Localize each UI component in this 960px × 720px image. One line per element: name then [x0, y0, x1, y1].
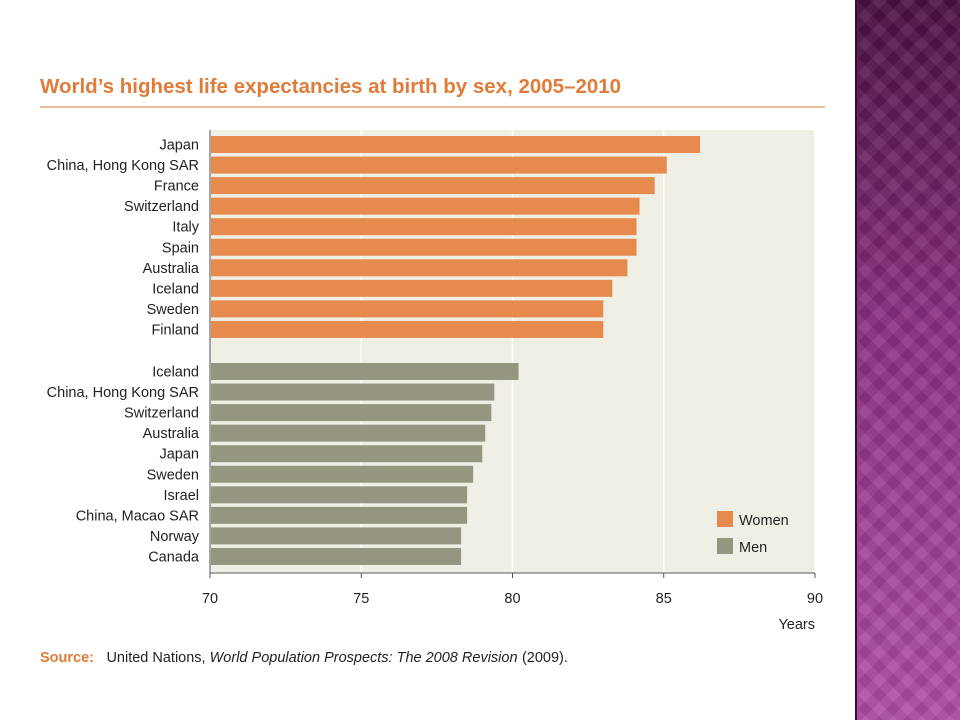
- category-label: Israel: [164, 488, 199, 504]
- bar-women: [211, 238, 637, 256]
- source-year: (2009).: [522, 650, 568, 666]
- category-labels: Japan China, Hong Kong SAR France Switzerla…: [47, 138, 200, 566]
- bar-women: [211, 197, 640, 215]
- category-label: China, Macao SAR: [76, 508, 199, 524]
- bar-men: [211, 424, 486, 442]
- bar-men: [211, 547, 462, 565]
- bar-men: [211, 486, 468, 504]
- x-tick-label: 90: [807, 591, 823, 607]
- bar-women: [211, 218, 637, 236]
- decorative-side-panel: [855, 0, 960, 720]
- category-label: Norway: [150, 529, 200, 545]
- source-title: World Population Prospects: The 2008 Rev…: [210, 650, 518, 666]
- bar-men: [211, 527, 462, 545]
- category-label: China, Hong Kong SAR: [47, 385, 199, 401]
- category-label: Canada: [148, 549, 200, 565]
- bar-women: [211, 259, 628, 277]
- x-tick-label: 75: [353, 591, 369, 607]
- x-tick-label: 85: [656, 591, 672, 607]
- bars: [211, 136, 701, 565]
- category-label: Finland: [151, 322, 199, 338]
- category-label: Switzerland: [124, 406, 199, 422]
- side-panel-edge: [855, 0, 857, 720]
- bar-women: [211, 136, 701, 153]
- chart-title: World’s highest life expectancies at bir…: [40, 75, 621, 98]
- bar-women: [211, 156, 667, 174]
- category-label: France: [154, 179, 199, 195]
- x-tick-label: 80: [504, 591, 520, 607]
- bar-women: [211, 177, 655, 195]
- category-label: Sweden: [147, 467, 199, 483]
- x-tick-label: 70: [202, 591, 218, 607]
- category-label: Australia: [143, 426, 200, 442]
- legend-swatch-women: [717, 511, 733, 527]
- category-label: Iceland: [152, 365, 199, 381]
- bar-men: [211, 363, 519, 380]
- bar-men: [211, 404, 492, 422]
- bar-men: [211, 506, 468, 524]
- bar-women: [211, 279, 613, 297]
- category-label: Sweden: [147, 302, 199, 318]
- bar-men: [211, 445, 483, 463]
- source-label: Source:: [40, 650, 94, 666]
- category-label: Italy: [172, 220, 199, 236]
- legend-label-women: Women: [739, 513, 789, 529]
- category-label: Japan: [159, 447, 199, 463]
- bar-women: [211, 320, 604, 338]
- category-label: Iceland: [152, 281, 199, 297]
- x-axis-title: Years: [778, 617, 815, 633]
- bar-men: [211, 465, 474, 483]
- category-label: Spain: [162, 240, 199, 256]
- legend-swatch-men: [717, 538, 733, 554]
- category-label: China, Hong Kong SAR: [47, 158, 199, 174]
- legend-label-men: Men: [739, 540, 767, 556]
- bar-women: [211, 300, 604, 318]
- category-label: Australia: [143, 261, 200, 277]
- category-label: Switzerland: [124, 199, 199, 215]
- source-text: United Nations,: [106, 650, 209, 666]
- source-note: Source: United Nations, World Population…: [40, 649, 568, 666]
- category-label: Japan: [159, 138, 199, 154]
- bar-men: [211, 383, 495, 401]
- tick-labels: 70 75 80 85 90: [202, 573, 823, 607]
- legend: Women Men: [717, 511, 789, 556]
